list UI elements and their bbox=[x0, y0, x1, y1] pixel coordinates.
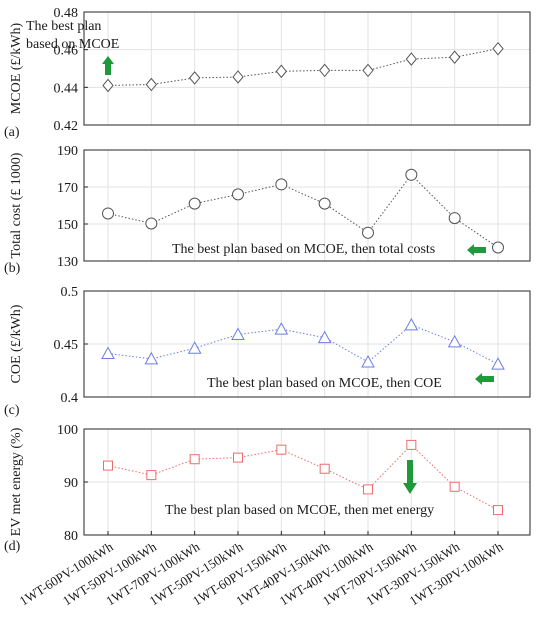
data-point bbox=[189, 71, 201, 85]
y-axis-label: Total cost (£ 1000) bbox=[9, 152, 24, 258]
data-point bbox=[101, 346, 115, 360]
data-point bbox=[449, 481, 460, 492]
data-point bbox=[362, 63, 374, 78]
panel-label: (c) bbox=[4, 403, 20, 418]
y-tick-label: 0.42 bbox=[54, 119, 79, 134]
data-point bbox=[232, 70, 244, 84]
annotation-text: The best plan based on MCOE, then met en… bbox=[165, 503, 434, 518]
data-point bbox=[404, 317, 419, 331]
data-point bbox=[319, 463, 330, 474]
y-tick-label: 0.45 bbox=[54, 338, 79, 353]
annotation-arrow bbox=[102, 56, 114, 75]
series-line bbox=[107, 48, 499, 86]
annotation-arrow bbox=[475, 373, 494, 385]
y-tick-label: 0.48 bbox=[54, 6, 79, 21]
data-point bbox=[493, 505, 503, 516]
x-axis: 1WT-60PV-100kWh1WT-50PV-100kWh1WT-70PV-1… bbox=[17, 531, 506, 608]
y-tick-label: 0.44 bbox=[54, 81, 79, 96]
y-tick-label: 190 bbox=[57, 144, 78, 159]
y-axis-label: MCOE (£/kWh) bbox=[9, 22, 24, 114]
data-point bbox=[146, 470, 157, 481]
data-point bbox=[361, 354, 375, 368]
y-tick-label: 80 bbox=[64, 529, 78, 544]
panel-label: (a) bbox=[4, 125, 20, 140]
annotation-text: The best plan bbox=[26, 19, 101, 34]
data-point bbox=[102, 78, 114, 93]
data-point bbox=[274, 322, 289, 335]
panel-label: (d) bbox=[4, 539, 21, 554]
data-point bbox=[189, 454, 200, 465]
series-line bbox=[107, 324, 499, 365]
data-point bbox=[362, 226, 374, 239]
data-point bbox=[103, 460, 113, 471]
data-point bbox=[275, 64, 287, 79]
panel-2: 130 150 170 190 Total cost (£ 1000) (b) The be… bbox=[4, 144, 531, 276]
axes-box bbox=[83, 11, 531, 126]
annotation-text: The best plan based on MCOE, then COE bbox=[207, 376, 442, 391]
data-point bbox=[276, 444, 287, 455]
annotation-arrow bbox=[403, 460, 417, 494]
data-point bbox=[275, 178, 288, 191]
data-point bbox=[231, 327, 245, 340]
panel-1: 0.42 0.44 0.46 0.48 MCOE (£/kWh) (a) The best … bbox=[4, 6, 531, 140]
data-point bbox=[449, 50, 461, 64]
data-point bbox=[102, 207, 114, 220]
annotation-text: The best plan based on MCOE, then total … bbox=[172, 242, 435, 257]
data-point bbox=[144, 351, 159, 365]
y-axis-label: EV met energy (%) bbox=[9, 427, 24, 536]
series-line bbox=[107, 174, 499, 248]
data-point bbox=[406, 439, 417, 450]
data-point bbox=[491, 357, 505, 370]
panel-4: 80 90 100 EV met energy (%) (d) The best plan… bbox=[4, 423, 531, 554]
y-axis-label: COE (£/kWh) bbox=[9, 304, 24, 383]
series-line bbox=[107, 444, 499, 511]
annotation-text: based on MCOE bbox=[26, 37, 119, 52]
data-point bbox=[405, 52, 417, 66]
data-point bbox=[188, 197, 201, 210]
panel-3: 0.4 0.45 0.5 COE (£/kWh) (c) The best plan ba… bbox=[4, 285, 531, 418]
data-point bbox=[319, 63, 331, 78]
y-tick-label: 130 bbox=[57, 255, 78, 270]
data-point bbox=[145, 77, 157, 92]
data-point bbox=[363, 484, 373, 495]
data-point bbox=[447, 334, 462, 348]
y-tick-label: 150 bbox=[57, 218, 78, 233]
y-tick-label: 0.46 bbox=[54, 44, 79, 59]
panel-label: (b) bbox=[4, 261, 21, 276]
data-point bbox=[145, 217, 158, 230]
annotation-arrow bbox=[467, 244, 486, 256]
data-point bbox=[405, 168, 418, 181]
y-tick-label: 0.5 bbox=[61, 285, 79, 300]
data-point bbox=[317, 330, 332, 344]
data-point bbox=[232, 188, 244, 201]
data-point bbox=[233, 452, 243, 463]
y-tick-label: 170 bbox=[57, 181, 78, 196]
data-point bbox=[492, 241, 504, 254]
data-point bbox=[318, 197, 331, 210]
data-point bbox=[448, 212, 461, 225]
data-point bbox=[492, 41, 504, 56]
y-tick-label: 90 bbox=[64, 476, 78, 491]
axes-box bbox=[83, 149, 531, 262]
y-tick-label: 100 bbox=[57, 423, 78, 438]
data-point bbox=[187, 341, 202, 354]
y-tick-label: 0.4 bbox=[61, 391, 79, 406]
